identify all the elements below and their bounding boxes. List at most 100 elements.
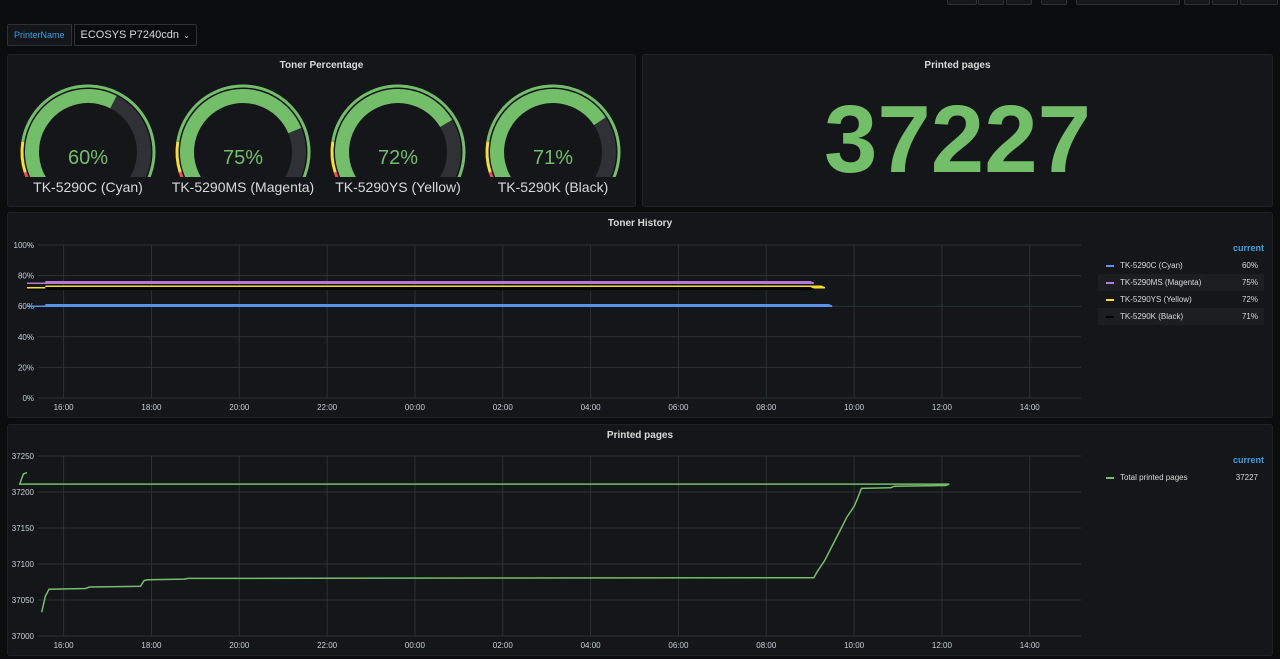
gauge-threshold-green bbox=[21, 84, 156, 177]
gauge-threshold-red bbox=[178, 171, 184, 177]
legend-label: Total printed pages bbox=[1120, 473, 1188, 482]
toolbar-button[interactable] bbox=[1240, 0, 1278, 5]
toolbar-button[interactable] bbox=[1006, 0, 1032, 5]
x-tick-label: 08:00 bbox=[756, 641, 777, 650]
gauge-value-arc bbox=[490, 89, 606, 177]
y-tick-label: 37050 bbox=[12, 596, 35, 605]
printed-pages-chart[interactable]: 37000 37050 37100 37150 37200 37250 16:00 18:00… bbox=[8, 425, 1096, 657]
gauge-graphic bbox=[330, 84, 466, 177]
chevron-down-icon: ⌄ bbox=[180, 31, 190, 40]
gauge-value: 71% bbox=[532, 147, 574, 169]
gauge-threshold-red bbox=[488, 171, 494, 177]
time-range-button[interactable] bbox=[1076, 0, 1180, 5]
x-tick-label: 00:00 bbox=[405, 403, 426, 412]
gauge-threshold-green bbox=[331, 84, 466, 177]
gauge-value-arc bbox=[335, 89, 453, 177]
y-tick-label: 37100 bbox=[12, 560, 35, 569]
printed-pages-stat-panel: Printed pages 37227 bbox=[642, 54, 1273, 207]
y-tick-label: 37000 bbox=[12, 632, 35, 641]
legend-item[interactable]: TK-5290MS (Magenta) 75% bbox=[1098, 274, 1264, 291]
gauge-value: 72% bbox=[377, 147, 419, 169]
toner-gauge: 60% TK-5290C (Cyan) bbox=[13, 77, 163, 197]
x-tick-label: 12:00 bbox=[932, 403, 953, 412]
series-line bbox=[18, 471, 950, 613]
series-line bbox=[27, 303, 833, 307]
x-tick-label: 18:00 bbox=[141, 641, 162, 650]
x-tick-label: 22:00 bbox=[317, 641, 338, 650]
x-tick-label: 04:00 bbox=[581, 403, 602, 412]
legend-swatch bbox=[1106, 282, 1114, 284]
panel-title: Printed pages bbox=[606, 430, 674, 441]
gauge-label: TK-5290MS (Magenta) bbox=[171, 179, 315, 195]
series-line bbox=[27, 287, 815, 291]
x-tick-label: 02:00 bbox=[493, 641, 514, 650]
printed-pages-value: 37227 bbox=[824, 86, 1091, 193]
legend-item[interactable]: Total printed pages 37227 bbox=[1098, 469, 1264, 486]
legend-label: TK-5290YS (Yellow) bbox=[1120, 295, 1192, 304]
gauge-threshold-yellow bbox=[20, 141, 27, 173]
variable-label: PrinterName bbox=[7, 24, 72, 46]
toolbar-button[interactable] bbox=[1212, 0, 1238, 5]
variable-selector: PrinterName ECOSYS P7240cdn ⌄ bbox=[7, 24, 197, 46]
x-tick-label: 20:00 bbox=[229, 641, 250, 650]
legend-item[interactable]: TK-5290C (Cyan) 60% bbox=[1098, 257, 1264, 274]
y-tick-label: 20% bbox=[18, 363, 34, 372]
legend-swatch bbox=[1106, 299, 1114, 301]
gauge-label: TK-5290YS (Yellow) bbox=[335, 179, 461, 195]
printer-name-dropdown[interactable]: ECOSYS P7240cdn ⌄ bbox=[73, 24, 197, 46]
gauge-threshold-yellow bbox=[330, 141, 337, 173]
y-tick-label: 0% bbox=[22, 394, 34, 403]
gauge-value: 60% bbox=[67, 147, 109, 169]
gauge-value-arc bbox=[25, 89, 117, 177]
toolbar-button[interactable] bbox=[1184, 0, 1210, 5]
panel-title: Toner History bbox=[607, 218, 673, 229]
legend-current-value: 71% bbox=[1241, 312, 1258, 321]
gauge-graphic bbox=[175, 84, 311, 177]
x-tick-label: 00:00 bbox=[405, 641, 426, 650]
gauge-label: TK-5290C (Cyan) bbox=[33, 179, 143, 195]
legend-label: TK-5290C (Cyan) bbox=[1120, 261, 1183, 270]
toolbar-button[interactable] bbox=[1041, 0, 1067, 5]
x-tick-label: 12:00 bbox=[932, 641, 953, 650]
toolbar-button[interactable] bbox=[978, 0, 1004, 5]
legend-header: current bbox=[1232, 243, 1264, 253]
gauge-threshold-yellow bbox=[175, 141, 182, 173]
legend-current-value: 75% bbox=[1241, 278, 1258, 287]
y-tick-label: 60% bbox=[18, 302, 34, 311]
gauge-threshold-yellow bbox=[485, 141, 492, 173]
gauge-threshold-green bbox=[486, 84, 621, 177]
legend-item[interactable]: TK-5290YS (Yellow) 72% bbox=[1098, 291, 1264, 308]
y-tick-label: 37200 bbox=[12, 488, 35, 497]
toner-gauge: 75% TK-5290MS (Magenta) bbox=[168, 77, 318, 197]
gauge-threshold-red bbox=[333, 171, 339, 177]
toner-history-panel: Toner History 0% 20% 40% 60% 80% 100% 16:00 18:… bbox=[7, 212, 1273, 418]
x-tick-label: 08:00 bbox=[756, 403, 777, 412]
legend-current-value: 60% bbox=[1241, 261, 1258, 270]
toner-gauge: 72% TK-5290YS (Yellow) bbox=[323, 77, 473, 197]
x-tick-label: 20:00 bbox=[229, 403, 250, 412]
toner-history-chart[interactable]: 0% 20% 40% 60% 80% 100% 16:00 18:00 20:00 22:00 00… bbox=[8, 213, 1096, 419]
printed-pages-legend: current Total printed pages 37227 bbox=[1098, 455, 1264, 486]
x-tick-label: 16:00 bbox=[54, 641, 75, 650]
panel-title: Printed pages bbox=[924, 60, 991, 71]
toner-gauge: 71% TK-5290K (Black) bbox=[478, 77, 628, 197]
dropdown-value: ECOSYS P7240cdn bbox=[80, 29, 179, 41]
toolbar-button[interactable] bbox=[947, 0, 977, 5]
x-tick-label: 02:00 bbox=[493, 403, 514, 412]
toner-percentage-panel: Toner Percentage 60% TK-5290C (Cyan) 75% TK… bbox=[7, 54, 636, 207]
legend-label: TK-5290K (Black) bbox=[1120, 312, 1184, 321]
y-tick-label: 80% bbox=[18, 272, 34, 281]
x-tick-label: 16:00 bbox=[54, 403, 75, 412]
x-tick-label: 10:00 bbox=[844, 641, 865, 650]
y-tick-label: 100% bbox=[14, 241, 34, 250]
x-tick-label: 04:00 bbox=[581, 641, 602, 650]
series-line bbox=[27, 280, 815, 285]
gauge-graphic bbox=[20, 84, 156, 177]
legend-item[interactable]: TK-5290K (Black) 71% bbox=[1098, 308, 1264, 325]
gauge-threshold-green bbox=[176, 84, 311, 177]
x-tick-label: 06:00 bbox=[668, 641, 689, 650]
legend-swatch bbox=[1106, 316, 1114, 318]
legend-current-value: 37227 bbox=[1235, 473, 1258, 482]
y-tick-label: 40% bbox=[18, 333, 34, 342]
x-tick-label: 14:00 bbox=[1020, 403, 1041, 412]
